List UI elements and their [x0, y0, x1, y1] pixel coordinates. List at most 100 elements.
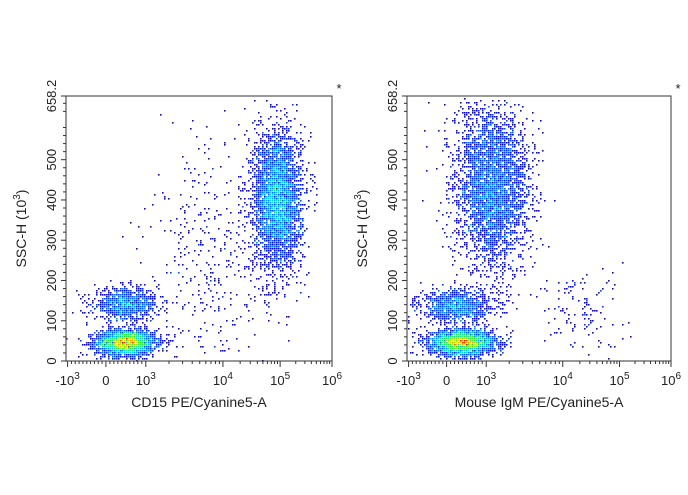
data-point [268, 218, 270, 220]
data-point [504, 100, 506, 102]
data-point [296, 220, 298, 222]
data-point [452, 290, 454, 292]
data-point [252, 198, 254, 200]
data-point [250, 280, 252, 282]
data-point [504, 182, 506, 184]
data-point [492, 202, 494, 204]
data-point [132, 340, 134, 342]
data-point [140, 332, 142, 334]
data-point [478, 124, 480, 126]
data-point [262, 212, 264, 214]
data-point [484, 346, 486, 348]
data-point [130, 334, 132, 336]
data-point [100, 308, 102, 310]
data-point [262, 188, 264, 190]
data-point [134, 346, 136, 348]
data-point [440, 358, 442, 360]
data-point [310, 132, 312, 134]
data-point [296, 174, 298, 176]
data-point [286, 144, 288, 146]
data-point [230, 232, 232, 234]
data-point [140, 306, 142, 308]
data-point [266, 160, 268, 162]
data-point [146, 296, 148, 298]
data-point [244, 242, 246, 244]
data-point [298, 202, 300, 204]
data-point [214, 346, 216, 348]
data-point [144, 296, 146, 298]
data-point [286, 190, 288, 192]
data-point [276, 242, 278, 244]
data-point [252, 212, 254, 214]
data-point [482, 172, 484, 174]
data-point [166, 300, 168, 302]
data-point [136, 348, 138, 350]
data-point [130, 342, 132, 344]
data-point [268, 160, 270, 162]
data-point [284, 114, 286, 116]
data-point [470, 356, 472, 358]
data-point [272, 210, 274, 212]
data-point [116, 348, 118, 350]
data-point [468, 228, 470, 230]
data-point [288, 130, 290, 132]
data-point [504, 178, 506, 180]
data-point [442, 300, 444, 302]
data-point [288, 188, 290, 190]
data-point [446, 356, 448, 358]
data-point [282, 196, 284, 198]
data-point [460, 204, 462, 206]
data-point [256, 264, 258, 266]
data-point [500, 114, 502, 116]
data-point [460, 344, 462, 346]
data-point [248, 346, 250, 348]
data-point [436, 344, 438, 346]
data-point [490, 170, 492, 172]
data-point [512, 216, 514, 218]
data-point [430, 334, 432, 336]
data-point [484, 324, 486, 326]
data-point [484, 208, 486, 210]
data-point [272, 180, 274, 182]
data-point [492, 348, 494, 350]
data-point [282, 212, 284, 214]
data-point [266, 266, 268, 268]
data-point [506, 300, 508, 302]
data-point [470, 170, 472, 172]
data-point [466, 198, 468, 200]
data-point [174, 334, 176, 336]
data-point [276, 244, 278, 246]
data-point [270, 256, 272, 258]
data-point [268, 216, 270, 218]
data-point [488, 352, 490, 354]
data-point [452, 334, 454, 336]
data-point [214, 238, 216, 240]
data-point [284, 164, 286, 166]
data-point [140, 290, 142, 292]
data-point [260, 152, 262, 154]
data-point [128, 354, 130, 356]
data-point [282, 132, 284, 134]
data-point [248, 294, 250, 296]
data-point [300, 132, 302, 134]
data-point [500, 188, 502, 190]
data-point [300, 224, 302, 226]
data-point [492, 168, 494, 170]
data-point [254, 256, 256, 258]
data-point [240, 212, 242, 214]
data-point [516, 186, 518, 188]
data-point [126, 314, 128, 316]
data-point [496, 206, 498, 208]
data-point [454, 354, 456, 356]
data-point [270, 156, 272, 158]
data-point [120, 282, 122, 284]
data-point [128, 296, 130, 298]
data-point [306, 192, 308, 194]
data-point [258, 234, 260, 236]
data-point [118, 326, 120, 328]
data-point [110, 322, 112, 324]
data-point [274, 156, 276, 158]
data-point [106, 336, 108, 338]
data-point [500, 150, 502, 152]
data-point [476, 286, 478, 288]
